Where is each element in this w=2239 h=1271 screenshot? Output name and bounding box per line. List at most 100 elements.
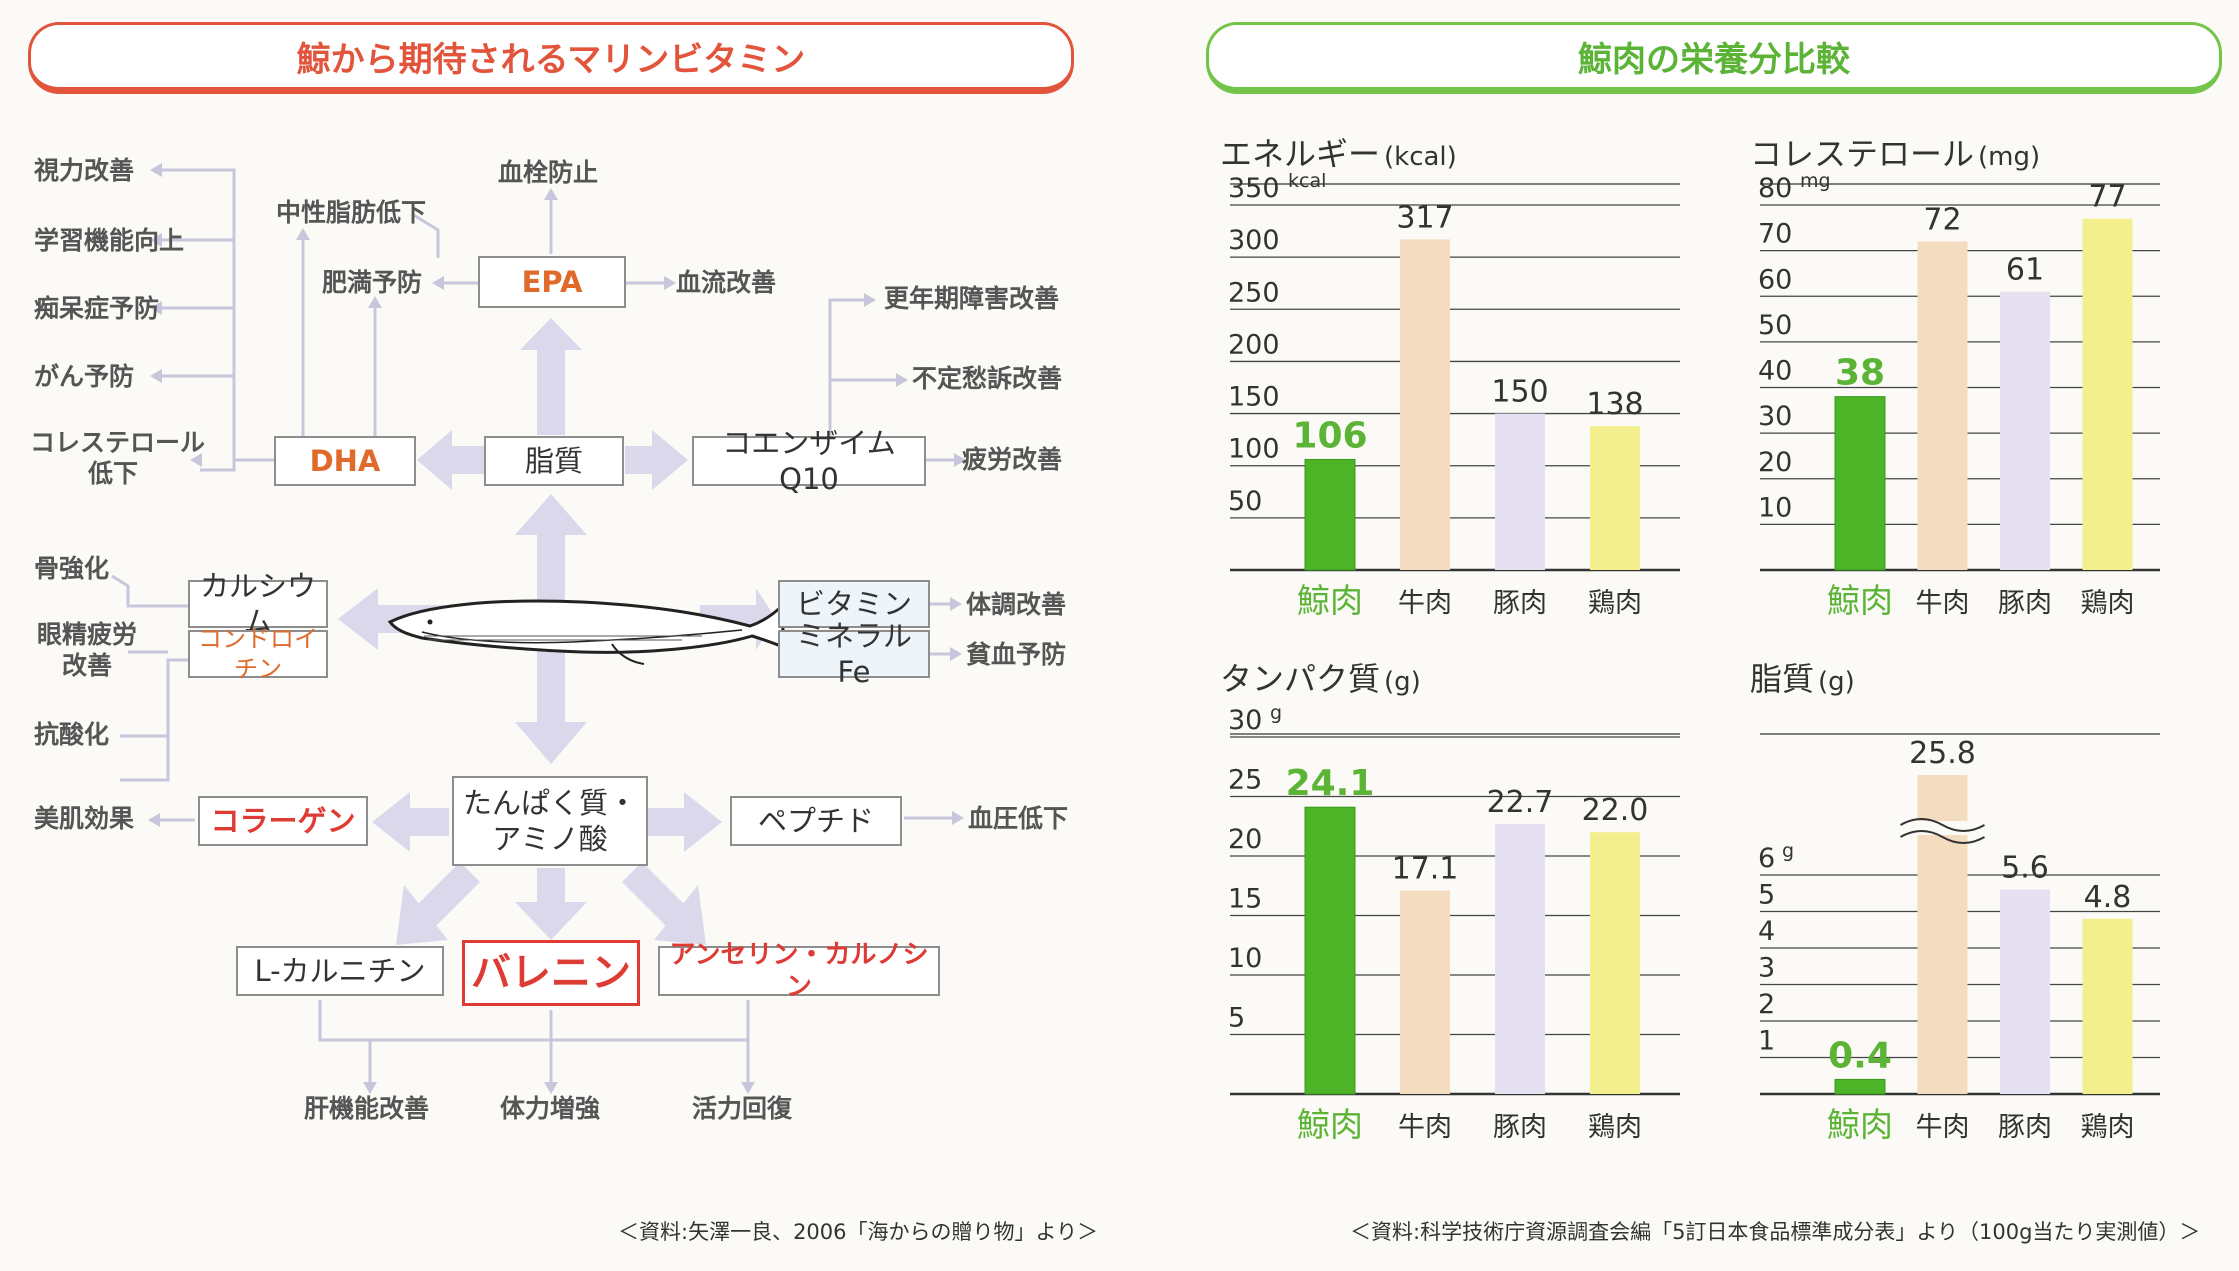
category-label-3: 鶏肉 — [1588, 588, 1642, 619]
y-tick-label: 6 — [1758, 843, 1775, 874]
y-tick-label: 150 — [1228, 382, 1280, 413]
y-tick-label: 3 — [1758, 953, 1775, 984]
effect-bone: 骨強化 — [34, 554, 110, 583]
category-label-2: 豚肉 — [1493, 1112, 1547, 1143]
bar-3 — [2082, 918, 2133, 1094]
y-tick-label: 30 — [1758, 401, 1792, 432]
chart-0: エネルギー (kcal) 50 100 150 200 250 300 350 kcal 106 鯨肉… — [1220, 135, 1680, 620]
right-title: 鯨肉の栄養分比較 — [1578, 39, 1850, 80]
chart-unit-label: (mg) — [1978, 142, 2040, 172]
epa-label: EPA — [521, 264, 583, 299]
data-label-1: 317 — [1396, 200, 1453, 235]
effect-eye-2: 改善 — [61, 650, 112, 680]
chart-title: コレステロール — [1750, 135, 1974, 173]
y-unit-tick: kcal — [1288, 170, 1326, 192]
effect-cholesterol-1: コレステロール — [30, 428, 206, 457]
data-label-2: 61 — [2006, 253, 2044, 288]
y-tick-label: 80 — [1758, 173, 1792, 204]
data-label-1: 17.1 — [1392, 852, 1459, 887]
chart-2: タンパク質 (g) 5 10 15 20 25 30 g 24.1 鯨肉 17.1 牛肉 22.7 豚肉 22… — [1220, 660, 1680, 1144]
category-label-3: 鶏肉 — [2081, 1112, 2135, 1143]
effect-recovery: 活力回復 — [692, 1094, 793, 1123]
bar-2 — [1495, 413, 1545, 570]
data-label-3: 138 — [1586, 387, 1643, 422]
lipid-box: 脂質 — [484, 436, 624, 486]
bar-3 — [2082, 218, 2133, 570]
data-label-3: 22.0 — [1582, 793, 1649, 828]
y-tick-label: 1 — [1758, 1026, 1775, 1057]
chart-title: 脂質 — [1750, 660, 1814, 698]
collagen-box: コラーゲン — [198, 796, 368, 846]
y-tick-label: 5 — [1228, 1003, 1245, 1034]
data-label-0: 24.1 — [1286, 763, 1375, 804]
category-label-0: 鯨肉 — [1297, 1105, 1363, 1144]
bar-3 — [1590, 832, 1640, 1094]
data-label-0: 38 — [1835, 353, 1885, 394]
thin-connectors — [111, 168, 956, 1084]
effect-anemia: 貧血予防 — [966, 640, 1067, 669]
effect-eye-1: 眼精疲労 — [36, 620, 137, 649]
data-label-0: 106 — [1292, 415, 1367, 456]
effect-liver: 肝機能改善 — [304, 1094, 430, 1123]
category-label-3: 鶏肉 — [1588, 1112, 1642, 1143]
effect-antioxidation: 抗酸化 — [34, 720, 110, 749]
lipid-label: 脂質 — [524, 443, 583, 478]
y-tick-label: 350 — [1228, 173, 1280, 204]
effect-blood-pressure: 血圧低下 — [968, 804, 1069, 833]
thin-arrowheads — [148, 163, 966, 1094]
effect-cholesterol: コレステロール 低下 — [30, 428, 206, 489]
data-label-2: 22.7 — [1487, 785, 1554, 820]
category-label-1: 牛肉 — [1398, 588, 1452, 619]
mineral-box: ミネラルFe — [778, 619, 930, 689]
chart-title: タンパク質 — [1220, 660, 1380, 698]
category-label-1: 牛肉 — [1916, 588, 1970, 619]
effect-cancer: がん予防 — [34, 362, 135, 391]
effect-dementia: 痴呆症予防 — [34, 294, 160, 323]
epa-box: EPA — [478, 256, 626, 308]
y-tick-label: 25 — [1228, 765, 1262, 796]
chondroitin-label: コンドロイチン — [198, 625, 318, 683]
collagen-label: コラーゲン — [210, 803, 356, 838]
balenine-label: バレニン — [471, 950, 631, 996]
y-tick-label: 15 — [1228, 884, 1262, 915]
effect-fatigue: 疲労改善 — [962, 445, 1063, 474]
category-label-0: 鯨肉 — [1297, 581, 1363, 620]
effect-skin: 美肌効果 — [34, 804, 135, 833]
protein-label-2: アミノ酸 — [492, 822, 608, 856]
bar-2 — [2000, 291, 2050, 570]
bar-1 — [1400, 239, 1450, 570]
chart-unit-label: (g) — [1384, 667, 1421, 697]
right-source: ＜資料:科学技術庁資源調査会編「5訂日本食品標準成分表」より（100g当たり実測… — [1350, 1220, 2201, 1244]
axis-break-gap — [1915, 821, 1970, 835]
chart-unit-label: (g) — [1818, 667, 1855, 697]
category-label-2: 豚肉 — [1998, 1112, 2052, 1143]
bar-2 — [1495, 823, 1545, 1094]
balenine-box: バレニン — [462, 940, 640, 1006]
effect-obesity: 肥満予防 — [322, 268, 423, 297]
bar-1 — [1400, 890, 1450, 1094]
carnitine-box: L-カルニチン — [236, 946, 444, 996]
peptide-box: ペプチド — [730, 796, 902, 846]
y-tick-label: 20 — [1758, 447, 1792, 478]
chart-title: エネルギー — [1220, 135, 1380, 173]
y-tick-label: 10 — [1758, 492, 1792, 523]
category-label-1: 牛肉 — [1916, 1112, 1970, 1143]
bar-1 — [1917, 241, 1968, 570]
data-label-1: 72 — [1923, 203, 1961, 238]
left-source: ＜資料:矢澤一良、2006「海からの贈り物」より＞ — [618, 1220, 1099, 1244]
y-unit-tick: g — [1782, 840, 1794, 862]
y-tick-label: 250 — [1228, 277, 1280, 308]
vitamin-box: ビタミン — [778, 580, 930, 628]
anserine-box: アンセリン・カルノシン — [658, 940, 940, 1002]
effect-thrombus: 血栓防止 — [498, 158, 599, 187]
bar-0 — [1834, 1078, 1886, 1095]
data-label-1: 25.8 — [1909, 736, 1976, 771]
y-tick-label: 2 — [1758, 989, 1775, 1020]
whale-icon — [387, 599, 796, 665]
data-label-0: 0.4 — [1828, 1035, 1892, 1076]
effect-blood-flow: 血流改善 — [676, 268, 777, 297]
y-tick-label: 70 — [1758, 219, 1792, 250]
category-label-2: 豚肉 — [1998, 588, 2052, 619]
